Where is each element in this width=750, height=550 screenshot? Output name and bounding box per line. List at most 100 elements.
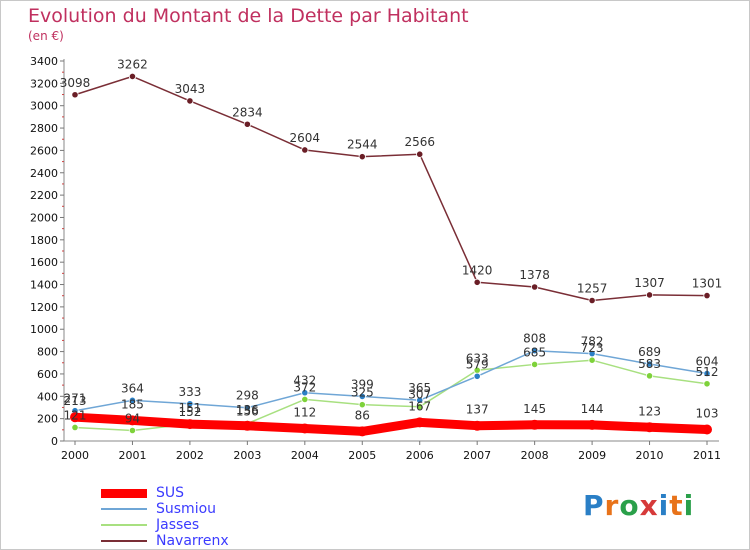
legend-swatch-sus bbox=[101, 488, 147, 498]
data-label-jasses: 325 bbox=[351, 386, 374, 400]
data-label-jasses: 372 bbox=[293, 380, 316, 394]
data-point-susmiou bbox=[645, 360, 654, 368]
data-point-sus bbox=[529, 419, 540, 430]
x-tick-label: 2005 bbox=[348, 449, 376, 462]
y-tick-label: 1600 bbox=[30, 256, 58, 269]
data-label-navarrenx: 1257 bbox=[577, 282, 608, 296]
data-point-susmiou bbox=[703, 369, 711, 378]
data-label-navarrenx: 2544 bbox=[347, 138, 378, 152]
data-label-jasses: 583 bbox=[638, 357, 661, 371]
legend-swatch-navarrenx bbox=[101, 540, 147, 542]
data-label-jasses: 94 bbox=[125, 411, 140, 425]
data-label-susmiou: 271 bbox=[64, 392, 87, 406]
data-label-sus: 136 bbox=[236, 403, 259, 417]
data-label-sus: 213 bbox=[64, 394, 87, 408]
x-tick-label: 2003 bbox=[233, 449, 261, 462]
data-point-susmiou bbox=[531, 347, 539, 355]
chart-title: Evolution du Montant de la Dette par Hab… bbox=[28, 5, 469, 27]
data-point-navarrenx bbox=[588, 296, 596, 305]
y-tick-label: 1400 bbox=[30, 279, 58, 292]
data-label-sus: 145 bbox=[523, 402, 546, 416]
data-point-sus bbox=[644, 422, 655, 433]
data-label-susmiou: 579 bbox=[466, 357, 489, 371]
y-tick-label: 1200 bbox=[30, 301, 58, 314]
data-label-jasses: 512 bbox=[696, 365, 719, 379]
data-label-susmiou: 782 bbox=[581, 335, 604, 349]
data-point-navarrenx bbox=[416, 150, 424, 158]
data-point-navarrenx bbox=[301, 146, 309, 154]
data-label-sus: 103 bbox=[696, 406, 719, 420]
data-point-sus bbox=[299, 423, 310, 434]
x-tick-label: 2006 bbox=[406, 449, 434, 462]
data-label-jasses: 307 bbox=[408, 388, 431, 402]
data-label-susmiou: 399 bbox=[351, 377, 374, 391]
data-label-susmiou: 298 bbox=[236, 389, 259, 403]
data-point-navarrenx bbox=[703, 291, 711, 300]
y-tick-label: 2400 bbox=[30, 167, 58, 180]
series-line-susmiou bbox=[74, 349, 708, 412]
y-tick-label: 1800 bbox=[30, 234, 58, 247]
data-label-navarrenx: 1301 bbox=[692, 277, 723, 291]
data-point-sus bbox=[70, 412, 80, 423]
data-label-susmiou: 689 bbox=[638, 345, 661, 359]
data-point-navarrenx bbox=[358, 153, 366, 161]
data-point-susmiou bbox=[186, 400, 194, 408]
data-point-sus bbox=[184, 419, 195, 430]
y-tick-label: 1000 bbox=[30, 323, 58, 336]
y-tick-label: 2000 bbox=[30, 211, 58, 224]
data-point-sus bbox=[414, 417, 425, 428]
logo-letter: r bbox=[604, 489, 620, 522]
data-point-navarrenx bbox=[186, 97, 194, 105]
data-label-susmiou: 365 bbox=[408, 381, 431, 395]
data-point-sus bbox=[242, 420, 253, 431]
y-tick-label: 2800 bbox=[30, 122, 58, 135]
data-label-sus: 86 bbox=[355, 408, 370, 422]
data-label-jasses: 685 bbox=[523, 345, 546, 359]
proxiti-logo[interactable]: Proxiti bbox=[583, 489, 694, 522]
series-line-sus bbox=[70, 412, 712, 436]
legend-label-sus: SUS bbox=[156, 485, 185, 501]
data-point-susmiou bbox=[358, 392, 366, 401]
y-tick-label: 3200 bbox=[30, 77, 58, 90]
logo-letter: i bbox=[683, 489, 695, 522]
data-label-sus: 151 bbox=[178, 401, 201, 415]
data-label-susmiou: 333 bbox=[178, 385, 201, 399]
y-tick-label: 800 bbox=[37, 346, 58, 359]
data-label-navarrenx: 1378 bbox=[519, 268, 550, 282]
data-label-jasses: 723 bbox=[581, 341, 604, 355]
x-tick-label: 2001 bbox=[118, 449, 146, 462]
y-tick-label: 3000 bbox=[30, 100, 58, 113]
data-point-navarrenx bbox=[531, 283, 539, 291]
data-label-susmiou: 364 bbox=[121, 381, 144, 395]
data-point-navarrenx bbox=[473, 278, 481, 286]
data-point-jasses bbox=[588, 356, 596, 364]
data-point-jasses bbox=[703, 380, 711, 388]
x-tick-label: 2011 bbox=[693, 449, 721, 462]
x-tick-label: 2002 bbox=[176, 449, 204, 462]
data-point-sus bbox=[587, 419, 598, 430]
data-label-sus: 167 bbox=[408, 399, 431, 413]
legend-label-jasses: Jasses bbox=[156, 517, 200, 533]
x-tick-label: 2008 bbox=[521, 449, 549, 462]
x-tick-label: 2004 bbox=[291, 449, 319, 462]
x-tick-label: 2010 bbox=[636, 449, 664, 462]
data-point-susmiou bbox=[243, 404, 251, 412]
x-tick-label: 2007 bbox=[463, 449, 491, 462]
x-tick-label: 2009 bbox=[578, 449, 606, 462]
data-point-jasses bbox=[645, 372, 654, 380]
data-point-susmiou bbox=[473, 372, 481, 380]
data-point-navarrenx bbox=[645, 291, 654, 299]
data-point-sus bbox=[472, 420, 483, 431]
legend-label-susmiou: Susmiou bbox=[156, 501, 217, 517]
data-label-jasses: 633 bbox=[466, 351, 489, 365]
data-label-navarrenx: 1420 bbox=[462, 263, 493, 277]
data-label-sus: 112 bbox=[293, 405, 316, 419]
y-tick-label: 200 bbox=[37, 413, 58, 426]
data-label-navarrenx: 3262 bbox=[117, 57, 148, 71]
data-point-navarrenx bbox=[71, 91, 79, 99]
legend-swatch-jasses bbox=[101, 524, 147, 526]
data-point-jasses bbox=[358, 401, 366, 409]
data-label-susmiou: 432 bbox=[293, 374, 316, 388]
